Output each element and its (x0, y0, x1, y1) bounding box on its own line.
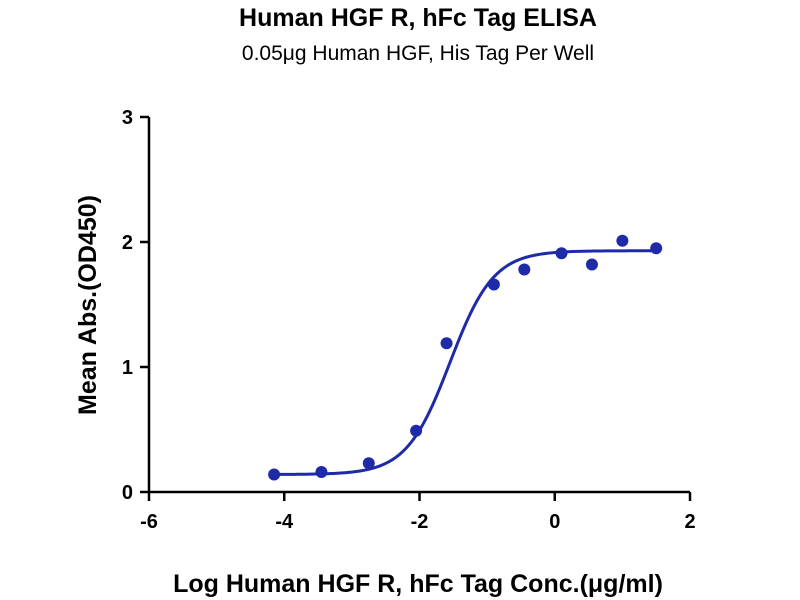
x-tick-label: -2 (411, 511, 429, 533)
data-point (440, 337, 453, 350)
data-points-layer (268, 234, 663, 481)
y-tick-label: 0 (122, 482, 133, 504)
fit-curve-layer (274, 249, 657, 476)
data-point (555, 247, 568, 260)
data-point (650, 242, 663, 255)
x-tick-label: 0 (549, 511, 560, 533)
y-axis-title: Mean Abs.(OD450) (74, 195, 102, 415)
data-point (410, 424, 423, 437)
data-point (518, 263, 531, 276)
chart-subtitle: 0.05μg Human HGF, His Tag Per Well (242, 42, 594, 65)
axes (147, 117, 690, 494)
x-tick-label: -6 (140, 511, 158, 533)
x-tick-label: -4 (275, 511, 294, 533)
y-tick-label: 2 (122, 232, 133, 254)
data-point (362, 457, 375, 470)
chart-title: Human HGF R, hFc Tag ELISA (239, 4, 597, 32)
tick-labels: 0 1 2 3 -6 -4 -2 0 2 (122, 107, 696, 533)
x-axis-title: Log Human HGF R, hFc Tag Conc.(μg/ml) (173, 570, 663, 598)
fit-curve (274, 249, 657, 476)
data-point (585, 258, 598, 271)
y-tick-label: 1 (122, 357, 133, 379)
data-point (315, 466, 328, 478)
y-tick-label: 3 (122, 107, 133, 129)
data-point (616, 234, 629, 247)
tick-marks (140, 115, 692, 501)
data-point (268, 468, 281, 481)
data-point (487, 278, 500, 291)
x-tick-label: 2 (684, 511, 695, 533)
